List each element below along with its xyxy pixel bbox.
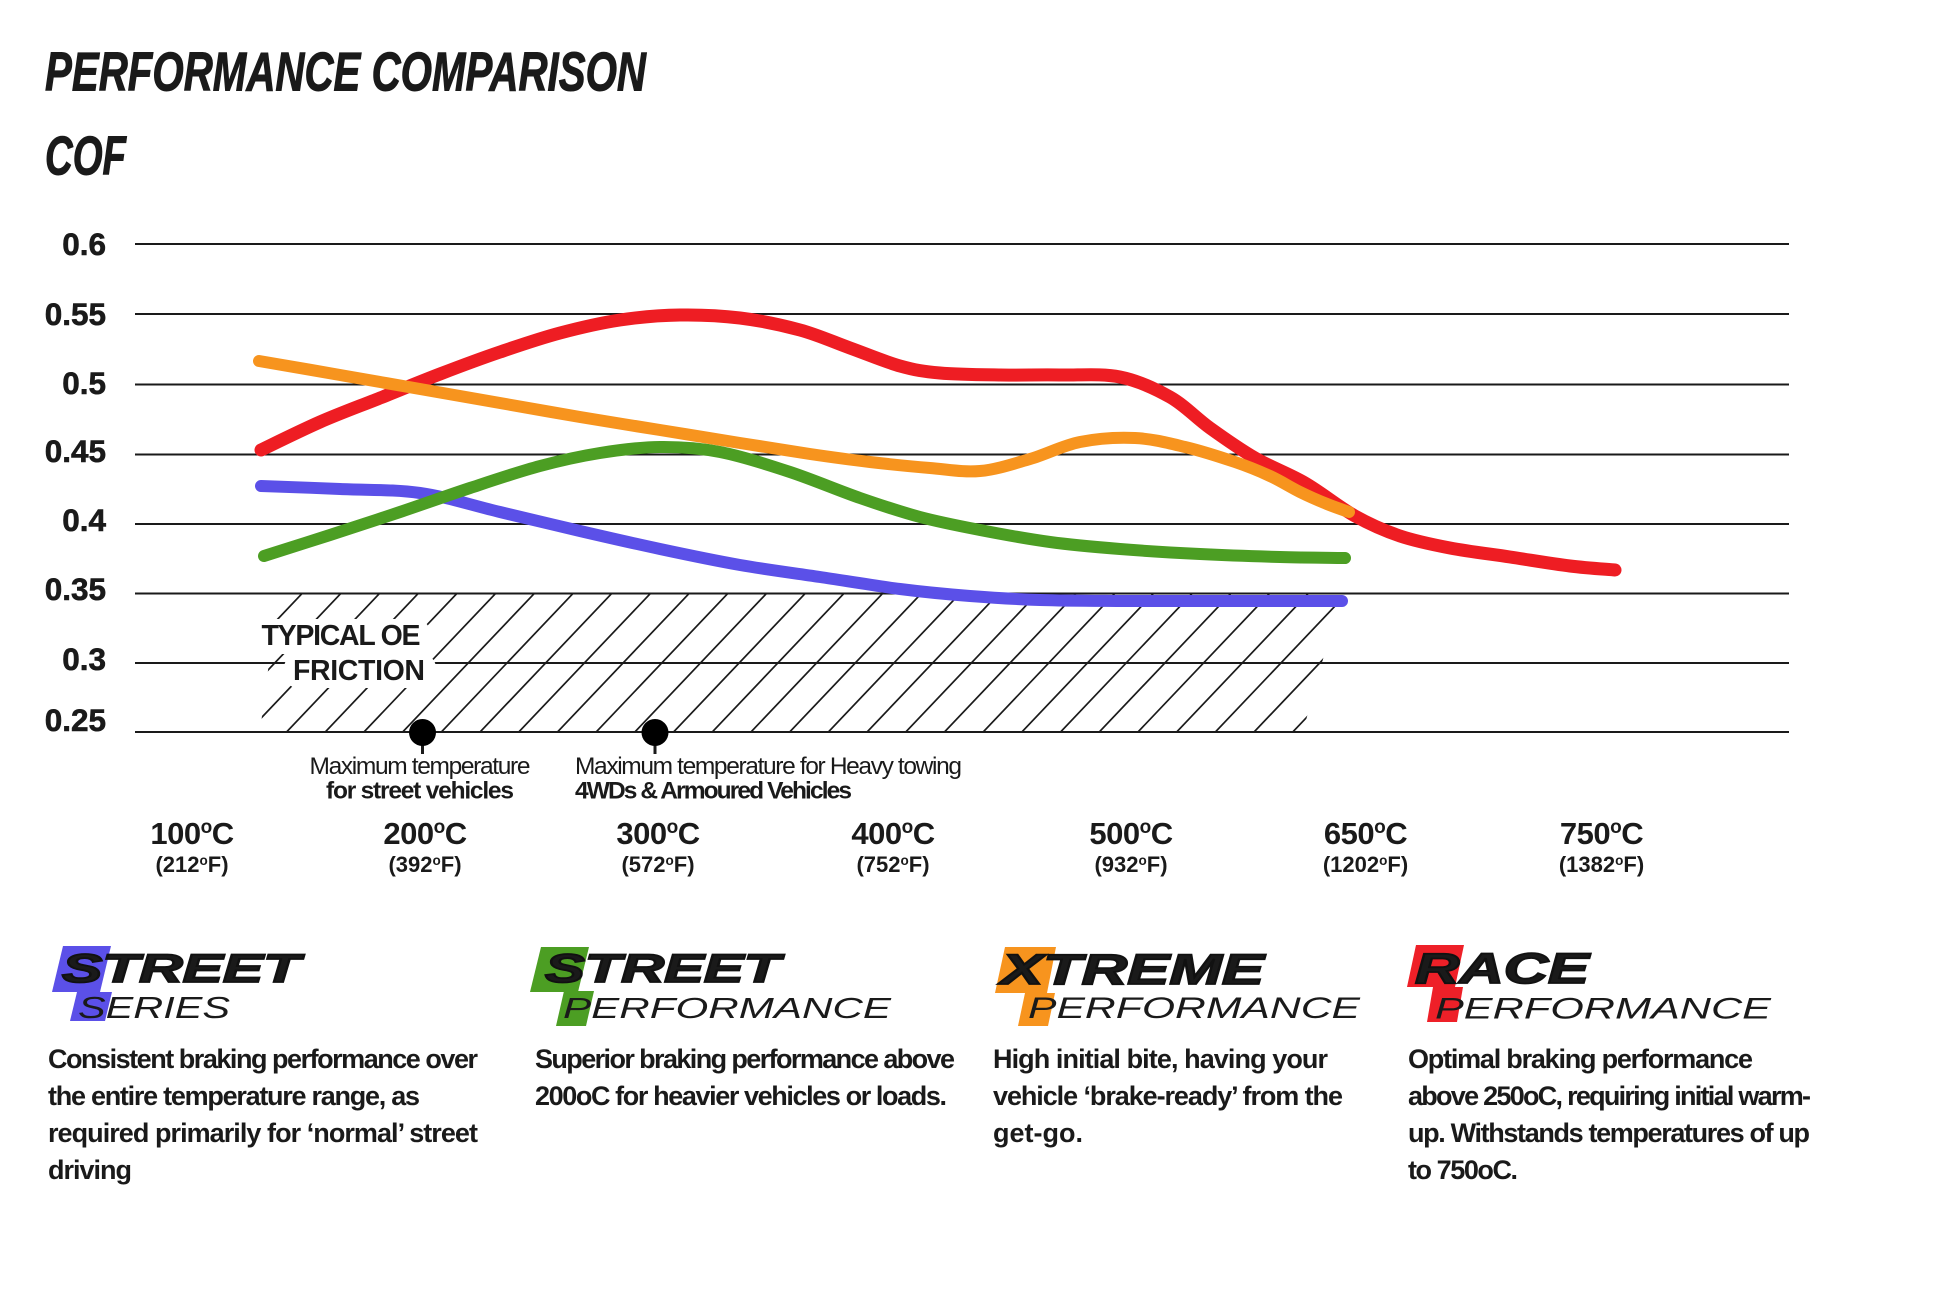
svg-text:vehicle ‘brake-ready’ from the: vehicle ‘brake-ready’ from the — [993, 1081, 1343, 1111]
svg-text:COF: COF — [45, 126, 127, 187]
svg-text:get-go.: get-go. — [993, 1118, 1083, 1148]
svg-text:FRICTION: FRICTION — [293, 655, 425, 687]
svg-text:XTREME: XTREME — [998, 946, 1266, 994]
svg-text:STREET: STREET — [62, 947, 305, 991]
svg-text:to 750oC.: to 750oC. — [1408, 1155, 1518, 1185]
svg-text:above 250oC, requiring initial: above 250oC, requiring initial warm- — [1408, 1081, 1811, 1111]
svg-text:4WDs & Armoured Vehicles: 4WDs & Armoured Vehicles — [575, 778, 852, 805]
svg-text:PERFORMANCE: PERFORMANCE — [563, 993, 892, 1025]
svg-text:TYPICAL OE: TYPICAL OE — [262, 620, 421, 652]
svg-text:(572oF): (572oF) — [621, 852, 694, 877]
svg-text:500oC: 500oC — [1089, 816, 1172, 851]
svg-text:High initial bite, having your: High initial bite, having your — [993, 1044, 1328, 1074]
svg-text:300oC: 300oC — [616, 816, 699, 851]
svg-text:RACE: RACE — [1415, 945, 1591, 993]
svg-text:(1202oF): (1202oF) — [1323, 852, 1408, 877]
svg-text:required primarily for ‘normal: required primarily for ‘normal’ street — [48, 1118, 478, 1148]
svg-text:(932oF): (932oF) — [1094, 852, 1167, 877]
svg-text:PERFORMANCE COMPARISON: PERFORMANCE COMPARISON — [45, 42, 647, 103]
svg-text:PERFORMANCE: PERFORMANCE — [1028, 992, 1360, 1025]
svg-text:Optimal braking performance: Optimal braking performance — [1408, 1044, 1753, 1074]
svg-text:100oC: 100oC — [150, 816, 233, 851]
svg-text:(212oF): (212oF) — [155, 852, 228, 877]
svg-text:Maximum temperature: Maximum temperature — [310, 753, 531, 780]
svg-text:PERFORMANCE: PERFORMANCE — [1435, 993, 1771, 1026]
svg-text:SERIES: SERIES — [78, 990, 230, 1025]
svg-text:Superior braking performance a: Superior braking performance above — [535, 1044, 955, 1074]
svg-text:750oC: 750oC — [1560, 816, 1643, 851]
svg-text:0.4: 0.4 — [62, 502, 106, 538]
svg-text:200oC: 200oC — [383, 816, 466, 851]
svg-text:0.55: 0.55 — [45, 296, 106, 332]
svg-text:0.25: 0.25 — [45, 702, 106, 738]
svg-text:0.45: 0.45 — [45, 433, 106, 469]
svg-text:STREET: STREET — [545, 947, 785, 991]
svg-text:(752oF): (752oF) — [856, 852, 929, 877]
svg-text:(392oF): (392oF) — [388, 852, 461, 877]
svg-text:Consistent braking performance: Consistent braking performance over — [48, 1044, 478, 1074]
svg-text:driving: driving — [48, 1155, 132, 1185]
svg-text:0.3: 0.3 — [62, 641, 106, 677]
svg-text:the entire temperature range,: the entire temperature range, as — [48, 1081, 420, 1111]
svg-text:for street vehicles: for street vehicles — [326, 778, 514, 805]
svg-text:Maximum temperature for Heavy: Maximum temperature for Heavy towing — [575, 753, 962, 780]
svg-text:(1382oF): (1382oF) — [1559, 852, 1644, 877]
svg-text:200oC for heavier vehicles or: 200oC for heavier vehicles or loads. — [535, 1081, 947, 1111]
svg-text:400oC: 400oC — [851, 816, 934, 851]
svg-text:650oC: 650oC — [1324, 816, 1407, 851]
svg-text:0.6: 0.6 — [62, 226, 106, 262]
svg-text:0.5: 0.5 — [62, 365, 106, 401]
svg-text:0.35: 0.35 — [45, 571, 106, 607]
svg-text:up. Withstands temperatures of: up. Withstands temperatures of up — [1408, 1118, 1810, 1148]
